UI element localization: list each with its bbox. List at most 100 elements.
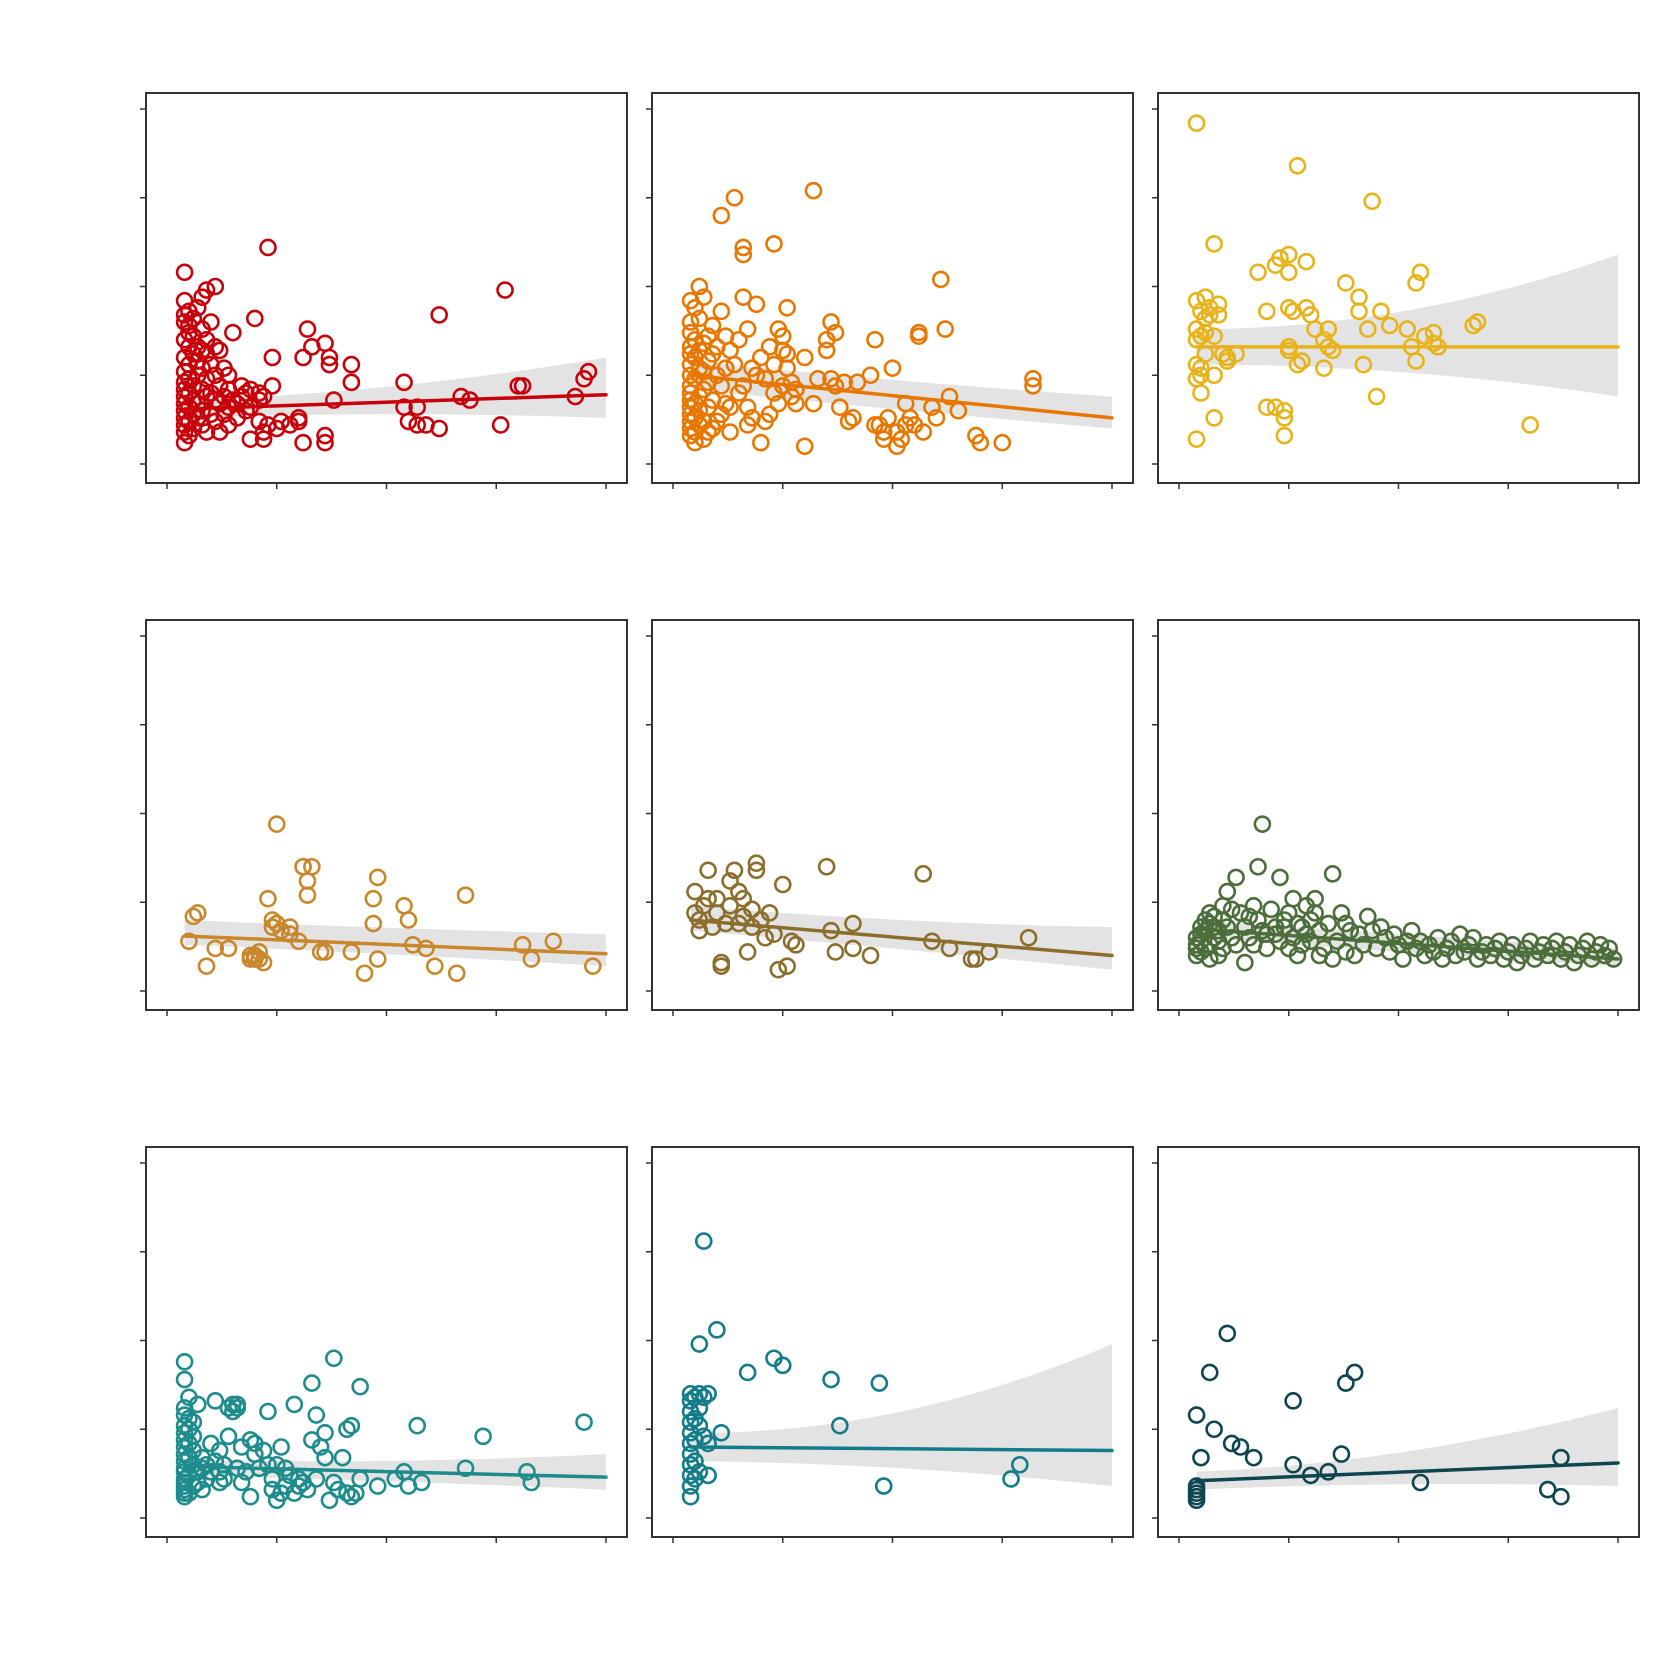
data-point bbox=[399, 412, 418, 431]
data-point bbox=[1253, 815, 1272, 833]
data-point bbox=[1236, 918, 1254, 936]
data-point bbox=[303, 1374, 321, 1392]
data-point bbox=[1227, 936, 1245, 954]
data-point bbox=[686, 882, 704, 901]
data-point bbox=[1218, 882, 1237, 901]
data-point bbox=[518, 1463, 536, 1481]
data-point bbox=[1288, 946, 1307, 965]
data-point bbox=[765, 235, 783, 253]
data-point bbox=[844, 409, 862, 427]
data-point bbox=[417, 939, 435, 958]
data-point bbox=[1187, 1477, 1206, 1495]
data-point bbox=[496, 281, 514, 299]
data-point bbox=[1271, 249, 1289, 267]
data-point bbox=[1306, 904, 1324, 922]
data-point bbox=[690, 1384, 709, 1403]
data-point bbox=[822, 1370, 840, 1389]
data-point bbox=[491, 416, 510, 434]
data-point bbox=[1227, 868, 1245, 887]
data-point bbox=[699, 1434, 717, 1453]
data-point bbox=[1315, 939, 1333, 958]
data-point bbox=[474, 1427, 492, 1446]
data-point bbox=[1411, 263, 1430, 282]
data-point bbox=[316, 943, 334, 961]
data-point bbox=[259, 238, 277, 257]
data-point bbox=[690, 1416, 709, 1435]
data-point bbox=[708, 904, 726, 922]
data-point bbox=[175, 1353, 194, 1371]
data-point bbox=[936, 320, 954, 338]
data-point bbox=[914, 865, 933, 883]
data-point bbox=[197, 423, 216, 441]
data-point bbox=[940, 387, 959, 406]
data-point bbox=[263, 911, 282, 929]
data-point bbox=[787, 936, 805, 954]
data-point bbox=[1192, 327, 1210, 346]
data-point bbox=[721, 872, 739, 890]
data-point bbox=[931, 270, 950, 289]
data-point bbox=[1288, 355, 1307, 374]
data-point bbox=[712, 302, 731, 321]
data-point bbox=[289, 1477, 308, 1495]
data-point bbox=[338, 1420, 356, 1439]
data-point bbox=[206, 338, 225, 356]
data-point bbox=[210, 1473, 229, 1492]
data-point bbox=[686, 1452, 704, 1470]
data-point bbox=[1258, 302, 1276, 321]
data-point bbox=[694, 1388, 713, 1407]
data-point bbox=[320, 1491, 339, 1510]
data-point bbox=[971, 433, 990, 452]
data-point bbox=[1328, 932, 1346, 951]
data-point bbox=[1402, 921, 1421, 940]
data-point bbox=[452, 387, 470, 406]
data-point bbox=[1468, 313, 1487, 331]
data-point bbox=[180, 932, 198, 951]
data-point bbox=[307, 1406, 326, 1424]
data-point bbox=[817, 857, 836, 876]
data-point bbox=[316, 426, 334, 445]
data-point bbox=[1275, 426, 1294, 445]
data-point bbox=[694, 288, 713, 306]
data-point bbox=[690, 1335, 709, 1353]
data-point bbox=[1192, 384, 1210, 402]
data-point bbox=[738, 320, 757, 338]
data-point bbox=[513, 936, 532, 954]
data-point bbox=[1367, 387, 1386, 406]
data-point bbox=[175, 263, 194, 282]
data-point bbox=[773, 341, 792, 360]
confidence-band bbox=[184, 920, 606, 967]
data-point bbox=[1187, 430, 1206, 448]
data-point bbox=[175, 380, 194, 399]
data-point bbox=[333, 1448, 352, 1467]
data-point bbox=[228, 1395, 247, 1414]
facet-panel-2 bbox=[646, 92, 1134, 489]
data-point bbox=[1275, 409, 1294, 427]
data-point bbox=[861, 366, 880, 385]
confidence-band bbox=[1196, 1408, 1618, 1490]
data-point bbox=[285, 1395, 304, 1414]
data-point bbox=[1002, 1470, 1020, 1488]
data-point bbox=[1319, 320, 1338, 338]
data-point bbox=[1297, 252, 1316, 271]
data-point bbox=[1024, 377, 1042, 395]
data-point bbox=[914, 423, 933, 441]
data-point bbox=[263, 377, 282, 395]
data-point bbox=[967, 950, 985, 968]
data-point bbox=[1249, 857, 1267, 876]
data-point bbox=[298, 320, 317, 338]
facet-panel-7 bbox=[140, 1146, 628, 1543]
data-point bbox=[760, 904, 779, 922]
data-point bbox=[399, 911, 418, 929]
data-point bbox=[778, 298, 796, 317]
data-point bbox=[254, 387, 273, 406]
data-point bbox=[1350, 302, 1368, 321]
data-point bbox=[743, 900, 761, 919]
data-point bbox=[769, 394, 788, 413]
data-point bbox=[1196, 288, 1215, 306]
data-point bbox=[1249, 263, 1267, 282]
data-point bbox=[1200, 1363, 1219, 1382]
data-point bbox=[210, 377, 229, 395]
data-point bbox=[1205, 327, 1223, 346]
trend-line bbox=[182, 934, 608, 956]
